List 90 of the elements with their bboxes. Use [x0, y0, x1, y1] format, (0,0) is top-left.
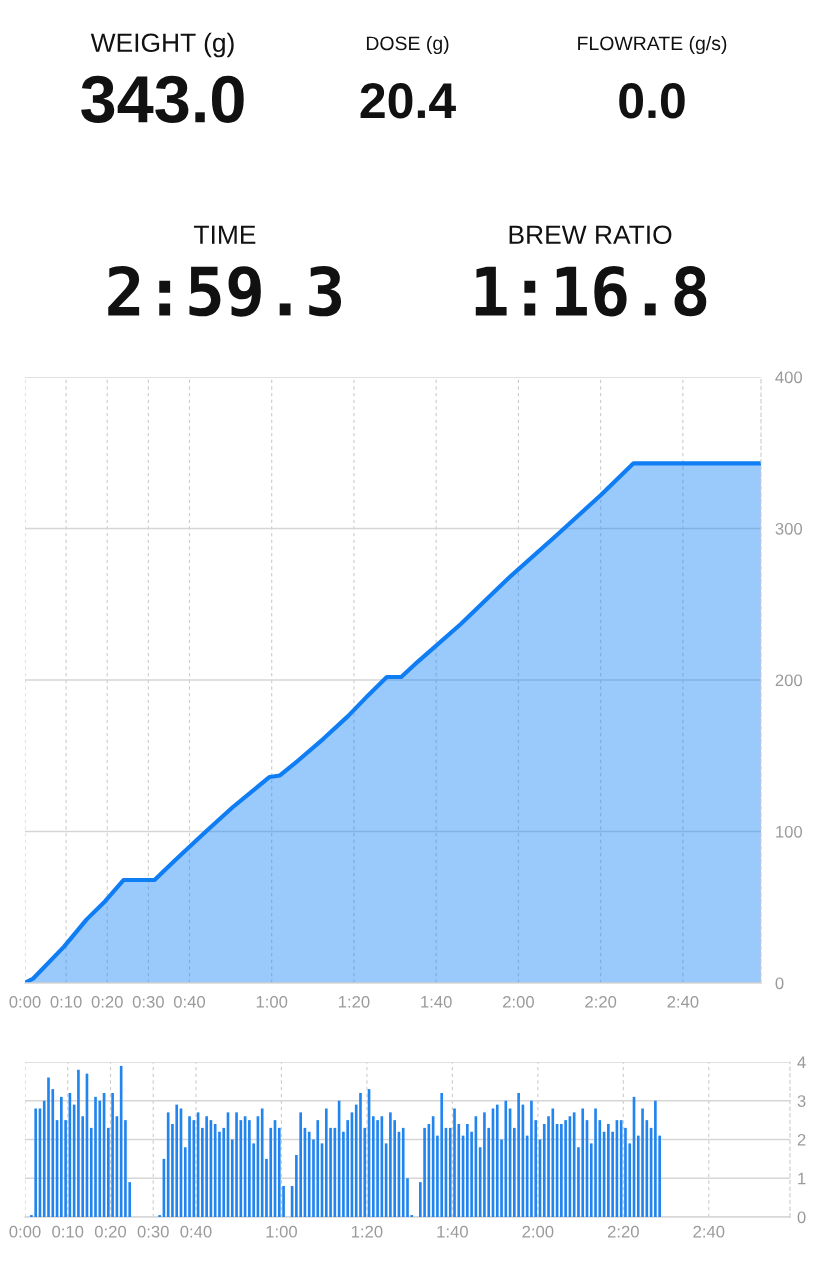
- bar: [299, 1112, 302, 1217]
- text: 0.0: [619, 83, 685, 119]
- bar: [248, 1120, 251, 1217]
- bar: [483, 1112, 486, 1217]
- x-tick-label: 0:20: [91, 995, 123, 1008]
- x-tick-label: 1:00: [256, 995, 288, 1008]
- text: FLOWRATE (g/s): [578, 35, 727, 55]
- text: TIME: [194, 225, 256, 244]
- bar: [316, 1120, 320, 1217]
- bar: [98, 1100, 102, 1217]
- bar: [111, 1093, 114, 1217]
- x-tick-label: 0:30: [137, 1225, 169, 1238]
- text: BREW RATIO: [509, 225, 672, 245]
- y-tick-label: 200: [775, 674, 803, 687]
- bar: [572, 1112, 576, 1217]
- bar: [346, 1120, 349, 1217]
- bar: [324, 1108, 328, 1217]
- text: 343.0: [81, 75, 244, 123]
- x-tick-label: 1:20: [351, 1225, 383, 1238]
- bar: [401, 1127, 405, 1217]
- text: 2:59.3: [108, 265, 342, 317]
- bar: [466, 1124, 469, 1217]
- x-tick-label: 0:40: [173, 995, 206, 1008]
- bar: [94, 1096, 97, 1217]
- bar: [560, 1124, 563, 1217]
- bar: [222, 1127, 226, 1217]
- x-tick-label: 1:20: [338, 995, 370, 1008]
- bar: [260, 1108, 264, 1217]
- bar: [269, 1127, 273, 1217]
- x-tick-label: 0:20: [94, 1225, 127, 1238]
- bar: [517, 1093, 520, 1217]
- y-tick-label: 3: [797, 1095, 806, 1107]
- y-tick-label: 0: [775, 977, 784, 990]
- bar: [371, 1116, 375, 1217]
- text: WEIGHT (g): [90, 32, 234, 58]
- y-tick-label: 300: [775, 522, 803, 535]
- x-tick-label: 0:30: [132, 995, 164, 1008]
- y-tick-label: 2: [797, 1133, 806, 1146]
- x-tick-label: 0:00: [9, 1225, 41, 1238]
- bar: [205, 1116, 208, 1217]
- y-tick-label: 4: [797, 1056, 806, 1069]
- x-tick-label: 2:20: [607, 1225, 639, 1238]
- bar: [60, 1096, 63, 1217]
- bar: [619, 1120, 623, 1217]
- x-tick-label: 2:00: [503, 995, 534, 1008]
- x-tick-label: 2:00: [522, 1225, 554, 1238]
- bar: [175, 1104, 179, 1217]
- bar: [77, 1069, 80, 1217]
- x-tick-label: 2:40: [667, 995, 699, 1008]
- bar: [359, 1093, 362, 1217]
- bar: [440, 1093, 444, 1217]
- x-tick-label: 0:10: [50, 995, 82, 1008]
- bar: [376, 1120, 379, 1217]
- text: DOSE (g): [366, 35, 449, 55]
- bar: [277, 1127, 281, 1217]
- x-tick-label: 2:20: [585, 995, 617, 1008]
- bar: [564, 1120, 567, 1217]
- bar: [453, 1108, 456, 1217]
- bar: [530, 1100, 533, 1217]
- bar: [641, 1108, 644, 1217]
- bar: [47, 1077, 50, 1217]
- bar: [389, 1112, 392, 1217]
- bar: [423, 1127, 426, 1217]
- x-tick-label: 2:40: [693, 1225, 725, 1238]
- x-tick-label: 1:00: [266, 1225, 297, 1238]
- text: 20.4: [360, 83, 456, 119]
- bar: [307, 1131, 311, 1217]
- bar: [504, 1100, 508, 1217]
- y-tick-label: 0: [797, 1211, 806, 1224]
- x-tick-label: 0:40: [180, 1225, 212, 1238]
- x-tick-label: 0:10: [52, 1225, 84, 1238]
- bar: [654, 1100, 657, 1217]
- bar: [34, 1108, 38, 1217]
- bar: [581, 1108, 585, 1217]
- bar: [607, 1124, 610, 1217]
- text: 1:16.8: [475, 265, 707, 317]
- bar: [188, 1116, 191, 1217]
- x-tick-label: 1:40: [437, 1225, 468, 1238]
- x-tick-label: 0:00: [9, 995, 41, 1008]
- y-tick-label: 100: [776, 825, 803, 838]
- bar: [495, 1104, 499, 1217]
- bar: [235, 1112, 238, 1217]
- bar: [124, 1120, 127, 1217]
- bar: [213, 1124, 217, 1217]
- y-tick-label: 1: [798, 1172, 806, 1185]
- bar: [594, 1108, 597, 1217]
- bar: [551, 1108, 555, 1217]
- x-tick-label: 1:40: [421, 995, 452, 1008]
- bar: [192, 1120, 196, 1217]
- y-tick-label: 400: [775, 371, 803, 384]
